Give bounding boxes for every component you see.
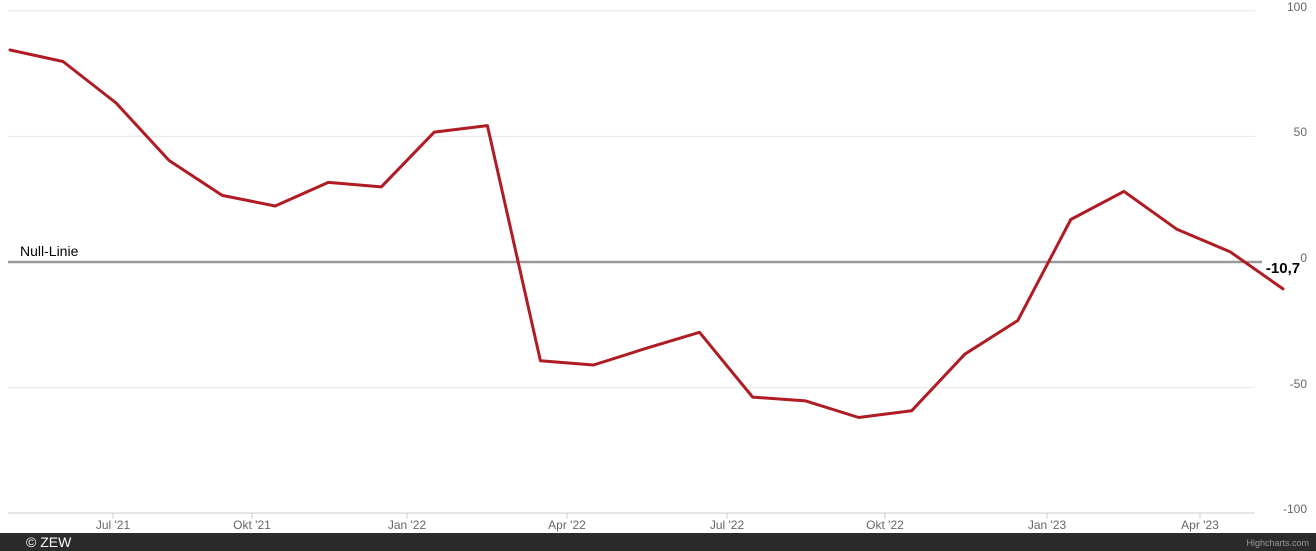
x-axis-label-4: Jul '22 <box>709 518 745 532</box>
y-axis-label-50: 50 <box>1293 125 1307 140</box>
zero-line-label: Null-Linie <box>20 243 79 259</box>
y-axis-label-minus100: -100 <box>1282 502 1307 517</box>
x-axis-label-2: Jan '22 <box>387 518 427 532</box>
zew-copyright: © ZEW <box>26 534 72 550</box>
y-axis-label-0: 0 <box>1300 251 1307 265</box>
x-axis-label-1: Okt '21 <box>233 518 271 532</box>
x-axis-label-6: Jan '23 <box>1027 518 1067 532</box>
last-value-data-label: -10,7 <box>1265 260 1301 277</box>
x-axis-label-0: Jul '21 <box>95 518 131 532</box>
x-axis-label-5: Okt '22 <box>866 518 904 532</box>
x-axis-label-3: Apr '22 <box>548 518 586 532</box>
highcharts-credits-link[interactable]: Highcharts.com <box>1246 538 1309 548</box>
y-axis-label-100: 100 <box>1286 0 1307 14</box>
series-line[interactable] <box>8 48 1285 419</box>
x-axis-label-7: Apr '23 <box>1181 518 1219 532</box>
footer-bar: © ZEW <box>0 533 1316 551</box>
y-axis-label-minus50: -50 <box>1289 376 1307 391</box>
